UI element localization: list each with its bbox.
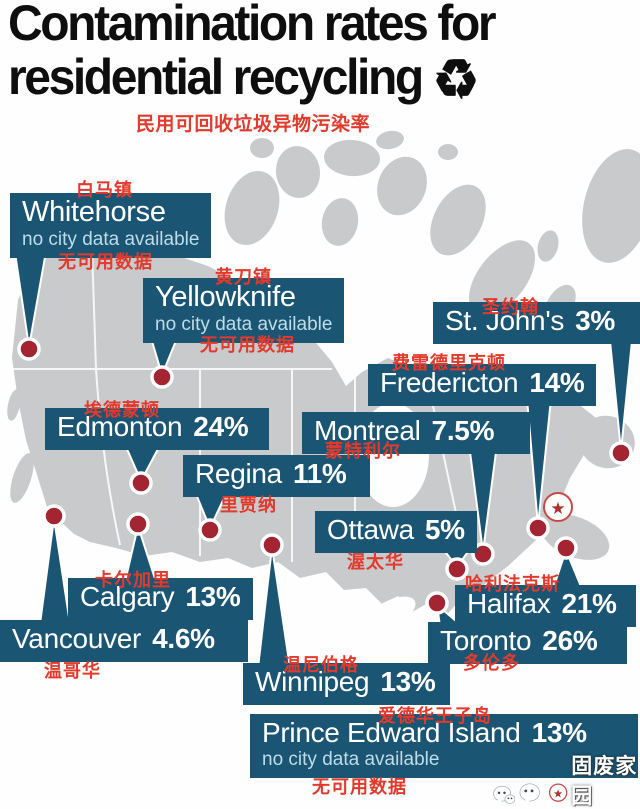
label-vancouver: Vancouver 4.6% [0, 620, 248, 662]
city-name: Edmonton [57, 411, 183, 442]
city-value: 13% [380, 666, 436, 697]
wechat-icon [520, 783, 541, 805]
label-halifax: Halifax 21% [455, 585, 636, 627]
zh-label-whitehorse-note: 无可用数据 [58, 252, 153, 272]
city-name: Calgary [80, 581, 175, 612]
title-line1: Contamination rates for [8, 0, 497, 51]
city-value: 13% [185, 581, 241, 612]
dot-montreal [471, 542, 495, 566]
city-name: Yellowknife [155, 281, 296, 313]
dot-edmonton [129, 471, 153, 495]
zh-label-pei: 爱德华王子岛 [378, 706, 492, 726]
zh-label-calgary: 卡尔加里 [95, 570, 171, 590]
label-whitehorse: Whitehorse no city data available [10, 193, 212, 258]
dot-yellowknife [150, 365, 174, 389]
city-name: Ottawa [327, 514, 414, 545]
city-note: no city data available [155, 313, 333, 335]
city-name: Prince Edward Island [262, 717, 521, 748]
city-value: 21% [561, 588, 617, 619]
label-montreal: Montreal 7.5% [302, 412, 530, 454]
dot-whitehorse [17, 337, 41, 361]
dot-ottawa [445, 557, 469, 581]
zh-label-vancouver: 温哥华 [44, 661, 101, 681]
dot-calgary [126, 512, 150, 536]
label-regina: Regina 11% [183, 455, 370, 497]
zh-label-fredericton: 费雷德里克顿 [392, 353, 506, 373]
star-circle-marker: ★ [543, 492, 573, 522]
label-toronto: Toronto 26% [428, 622, 627, 664]
dot-fredericton [526, 516, 550, 540]
city-name: Montreal [314, 415, 421, 446]
city-note: no city data available [262, 748, 440, 770]
city-name: Whitehorse [22, 196, 166, 228]
zh-label-pei-note: 无可用数据 [312, 777, 407, 797]
city-value: 5% [424, 514, 465, 545]
zh-label-ottawa: 渥太华 [347, 552, 404, 572]
title-line2: residential recycling [8, 49, 424, 105]
city-value: 24% [193, 411, 249, 442]
zh-label-montreal: 蒙特利尔 [325, 441, 401, 461]
zh-label-whitehorse: 白马镇 [76, 180, 133, 200]
city-name: Fredericton [380, 367, 519, 398]
recycle-icon: ♻ [432, 50, 480, 110]
label-edmonton: Edmonton 24% [45, 408, 269, 450]
zh-label-edmonton: 埃德蒙顿 [84, 400, 160, 420]
zh-label-yellowknife: 黄刀镇 [215, 267, 272, 287]
dot-toronto [425, 591, 449, 615]
city-name: Vancouver [12, 623, 142, 654]
city-value: 7.5% [431, 415, 495, 446]
city-value: 4.6% [152, 623, 215, 654]
label-fredericton: Fredericton 14% [368, 364, 597, 406]
zh-label-yellowknife-note: 无可用数据 [200, 335, 295, 355]
label-prince-edward-island: Prince Edward Island 13% no city data ava… [250, 714, 638, 778]
zh-label-regina: 里贾纳 [220, 495, 277, 515]
city-value: 13% [531, 717, 587, 748]
city-name: Halifax [467, 588, 551, 619]
city-name: Winnipeg [255, 666, 370, 697]
wechat-icon [493, 785, 516, 804]
subtitle-chinese: 民用可回收垃圾异物污染率 [136, 114, 371, 135]
svg-text:★: ★ [550, 499, 565, 518]
city-value: 11% [292, 458, 347, 489]
label-winnipeg: Winnipeg 13% [243, 663, 450, 705]
label-stjohns: St. John's 3% [433, 302, 640, 344]
label-yellowknife: Yellowknife no city data available [143, 278, 345, 343]
zh-label-stjohns: 圣约翰 [482, 297, 539, 317]
zh-label-halifax: 哈利法克斯 [465, 574, 560, 594]
city-name: Toronto [440, 625, 532, 656]
city-value: 14% [529, 367, 585, 398]
dot-winnipeg [260, 533, 284, 557]
page-title: Contamination rates for residential recy… [8, 0, 497, 110]
dot-stjohns [609, 441, 633, 465]
dot-regina [198, 518, 222, 542]
watermark-text: 固废家园 [571, 755, 638, 808]
label-ottawa: Ottawa 5% [315, 511, 477, 553]
city-name: St. John's [445, 305, 565, 336]
dot-vancouver [42, 504, 66, 528]
zh-label-winnipeg: 温尼伯格 [283, 655, 359, 675]
svg-text:★: ★ [553, 787, 563, 800]
city-value: 3% [575, 305, 615, 336]
city-name: Regina [195, 458, 282, 489]
dot-halifax [554, 536, 578, 560]
city-note: no city data available [22, 228, 200, 250]
watermark: ★ 固废家园 [492, 750, 640, 809]
label-calgary: Calgary 13% [68, 578, 253, 620]
city-dots [17, 337, 633, 615]
star-logo-icon: ★ [548, 783, 568, 802]
zh-label-toronto: 多伦多 [463, 653, 520, 673]
city-value: 26% [542, 625, 598, 656]
